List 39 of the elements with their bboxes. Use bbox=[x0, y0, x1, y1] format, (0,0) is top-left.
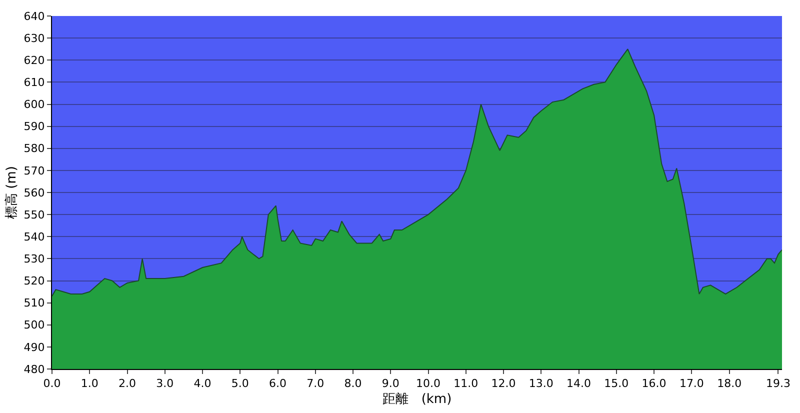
x-tick-label: 10.0 bbox=[416, 377, 441, 390]
y-axis-title: 標高 (m) bbox=[4, 166, 20, 219]
y-tick-label: 590 bbox=[24, 120, 45, 134]
x-tick-label: 6.0 bbox=[269, 377, 287, 390]
x-tick-label: 7.0 bbox=[306, 377, 324, 390]
x-tick-label: 13.0 bbox=[528, 377, 554, 390]
y-tick-label: 490 bbox=[24, 340, 45, 354]
y-tick-label: 520 bbox=[24, 274, 45, 288]
x-tick-label: 5.0 bbox=[231, 377, 249, 390]
y-tick-label: 480 bbox=[24, 362, 45, 376]
x-tick-label: 9.0 bbox=[382, 377, 400, 390]
x-tick-label: 18.0 bbox=[717, 377, 742, 390]
y-tick-label: 610 bbox=[24, 76, 45, 90]
y-tick-label: 530 bbox=[24, 252, 45, 266]
x-tick-label: 14.0 bbox=[566, 377, 592, 390]
y-tick-label: 640 bbox=[24, 10, 45, 23]
x-tick-label: 15.0 bbox=[604, 377, 629, 390]
y-tick-label: 560 bbox=[24, 186, 45, 200]
y-tick-label: 620 bbox=[24, 54, 45, 67]
y-tick-label: 600 bbox=[24, 98, 45, 112]
x-axis-title: 距離 (km) bbox=[382, 392, 452, 407]
y-tick-label: 550 bbox=[24, 208, 45, 222]
y-tick-label: 540 bbox=[24, 230, 45, 244]
y-tick-label: 500 bbox=[24, 318, 45, 332]
x-tick-label: 0.0 bbox=[43, 377, 61, 390]
x-tick-label: 16.0 bbox=[642, 377, 666, 390]
x-tick-label: 3.0 bbox=[156, 377, 174, 390]
x-tick-label: 4.0 bbox=[194, 377, 212, 390]
x-tick-label: 2.0 bbox=[118, 377, 136, 390]
y-tick-label: 510 bbox=[24, 296, 45, 310]
x-tick-label: 12.0 bbox=[491, 377, 516, 390]
y-tick-label: 580 bbox=[24, 142, 45, 156]
x-tick-label: 11.0 bbox=[454, 377, 478, 390]
x-tick-label: 19.3 bbox=[766, 377, 790, 390]
y-tick-label: 630 bbox=[24, 32, 45, 45]
y-tick-label: 570 bbox=[24, 164, 45, 178]
x-tick-label: 17.0 bbox=[679, 377, 704, 390]
x-tick-label: 8.0 bbox=[344, 377, 362, 390]
x-tick-label: 1.0 bbox=[80, 377, 98, 390]
